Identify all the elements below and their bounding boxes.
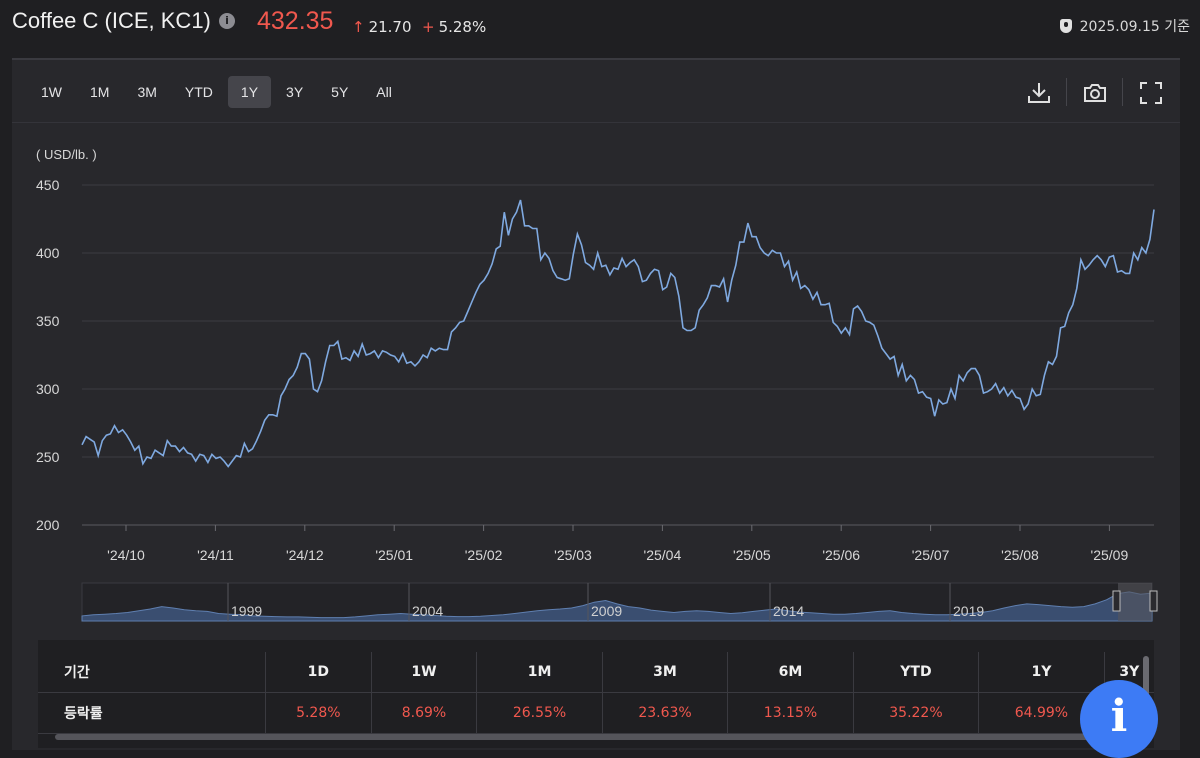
x-tick-label: '25/08 <box>1001 547 1039 563</box>
current-price: 432.35 <box>257 7 334 35</box>
period-3m: 3M <box>602 652 729 693</box>
period-1y: 1Y <box>978 652 1105 693</box>
horizontal-scrollbar[interactable] <box>55 734 1095 740</box>
period-tabs: 1W 1M 3M YTD 1Y 3Y 5Y All <box>28 76 407 108</box>
camera-icon[interactable] <box>1080 78 1110 108</box>
y-tick-label: 200 <box>36 517 60 533</box>
y-axis: 200 250 300 350 400 450 <box>36 177 1154 533</box>
price-change: ↑ 21.70 <box>352 18 412 36</box>
x-tick-label: '25/03 <box>554 547 592 563</box>
toolbar-divider <box>1066 78 1067 106</box>
tab-3y[interactable]: 3Y <box>286 84 304 100</box>
x-tick-label: '24/12 <box>286 547 324 563</box>
tab-all[interactable]: All <box>376 84 392 100</box>
download-icon[interactable] <box>1024 78 1054 108</box>
vertical-scrollbar[interactable] <box>1143 656 1149 696</box>
toolbar-divider <box>1122 78 1123 106</box>
tab-1w[interactable]: 1W <box>41 84 62 100</box>
period-1w: 1W <box>371 652 478 693</box>
rate-6m: 13.15% <box>727 692 854 734</box>
performance-table: 기간 1D 1W 1M 3M 6M YTD 1Y 3Y 등락률 5.28% 8.… <box>38 640 1154 748</box>
unit-label: ( USD/lb. ) <box>36 147 97 162</box>
x-tick-label: '25/04 <box>644 547 682 563</box>
y-tick-label: 350 <box>36 313 60 329</box>
x-tick-label: '25/01 <box>375 547 413 563</box>
period-label: 기간 <box>38 652 266 693</box>
navigator-year-label: 2009 <box>591 603 622 619</box>
arrow-up-icon: ↑ <box>352 18 365 36</box>
price-change-value: 21.70 <box>368 18 412 36</box>
shield-icon <box>1059 19 1072 33</box>
x-axis: '24/10 '24/11 '24/12 '25/01 '25/02 '25/03 '25/… <box>107 525 1128 563</box>
y-tick-label: 400 <box>36 245 60 261</box>
navigator-year-label: 2004 <box>412 603 443 619</box>
rate-label: 등락률 <box>38 692 266 734</box>
as-of-date: 2025.09.15 기준 <box>1059 16 1190 36</box>
rate-row: 등락률 5.28% 8.69% 26.55% 23.63% 13.15% 35.… <box>38 692 1154 734</box>
plus-icon: + <box>422 18 435 36</box>
period-1m: 1M <box>476 652 603 693</box>
x-tick-label: '24/10 <box>107 547 145 563</box>
navigator-left-handle <box>1112 590 1121 612</box>
x-tick-label: '25/02 <box>465 547 503 563</box>
price-series-line <box>81 199 1155 468</box>
x-tick-label: '25/09 <box>1091 547 1129 563</box>
instrument-title: Coffee C (ICE, KC1) <box>12 8 211 33</box>
rate-3m: 23.63% <box>602 692 729 734</box>
range-navigator[interactable]: 1999 2004 2009 2014 2019 <box>81 582 1158 622</box>
x-tick-label: '25/07 <box>912 547 950 563</box>
tab-ytd[interactable]: YTD <box>184 84 213 100</box>
x-tick-label: '25/06 <box>822 547 860 563</box>
price-change-percent: +5.28% <box>422 18 486 36</box>
y-tick-label: 250 <box>36 449 60 465</box>
info-fab-button[interactable]: i <box>1080 680 1158 758</box>
period-6m: 6M <box>727 652 854 693</box>
navigator-area <box>81 591 1153 622</box>
tab-3m[interactable]: 3M <box>137 84 157 100</box>
navigator-year-label: 2014 <box>773 603 804 619</box>
rate-1d: 5.28% <box>265 692 372 734</box>
x-tick-label: '25/05 <box>733 547 771 563</box>
tab-1m[interactable]: 1M <box>90 84 110 100</box>
period-1d: 1D <box>265 652 372 693</box>
info-icon[interactable]: i <box>219 13 235 29</box>
rate-1w: 8.69% <box>371 692 478 734</box>
tab-5y[interactable]: 5Y <box>331 84 349 100</box>
as-of-text: 2025.09.15 기준 <box>1079 19 1190 35</box>
y-tick-label: 450 <box>36 177 60 193</box>
period-header-row: 기간 1D 1W 1M 3M 6M YTD 1Y 3Y <box>38 652 1154 693</box>
fullscreen-icon[interactable] <box>1136 78 1166 108</box>
navigator-right-handle <box>1149 590 1158 612</box>
chart-panel: 1W 1M 3M YTD 1Y 3Y 5Y All <box>12 58 1180 750</box>
navigator-selection <box>1118 583 1152 621</box>
header: Coffee C (ICE, KC1) i 432.35 ↑ 21.70 +5.2… <box>0 0 1200 52</box>
rate-ytd: 35.22% <box>853 692 980 734</box>
period-ytd: YTD <box>853 652 980 693</box>
chart-toolbar: 1W 1M 3M YTD 1Y 3Y 5Y All <box>12 60 1180 123</box>
tab-1y[interactable]: 1Y <box>227 76 272 108</box>
x-tick-label: '24/11 <box>197 547 234 563</box>
navigator-year-label: 1999 <box>231 603 262 619</box>
price-change-pct-value: 5.28% <box>438 18 487 36</box>
navigator-year-label: 2019 <box>953 603 984 619</box>
rate-1m: 26.55% <box>476 692 603 734</box>
y-tick-label: 300 <box>36 381 60 397</box>
